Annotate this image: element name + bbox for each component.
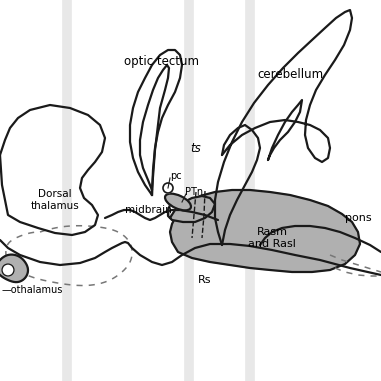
- Text: ts: ts: [190, 141, 202, 155]
- Polygon shape: [168, 196, 215, 222]
- Text: Dorsal
thalamus: Dorsal thalamus: [30, 189, 79, 211]
- Text: cerebellum: cerebellum: [257, 69, 323, 82]
- Text: midbrain: midbrain: [125, 205, 171, 215]
- Text: Rasm
and Rasl: Rasm and Rasl: [248, 227, 296, 249]
- Text: PTn: PTn: [185, 187, 203, 197]
- Ellipse shape: [165, 194, 191, 210]
- Text: —othalamus: —othalamus: [2, 285, 63, 295]
- Polygon shape: [170, 190, 360, 272]
- Polygon shape: [0, 255, 28, 282]
- Text: pons: pons: [345, 213, 371, 223]
- Text: Rs: Rs: [198, 275, 212, 285]
- Circle shape: [2, 264, 14, 276]
- Text: pc: pc: [170, 171, 182, 181]
- Text: optic tectum: optic tectum: [125, 56, 200, 69]
- Circle shape: [163, 183, 173, 193]
